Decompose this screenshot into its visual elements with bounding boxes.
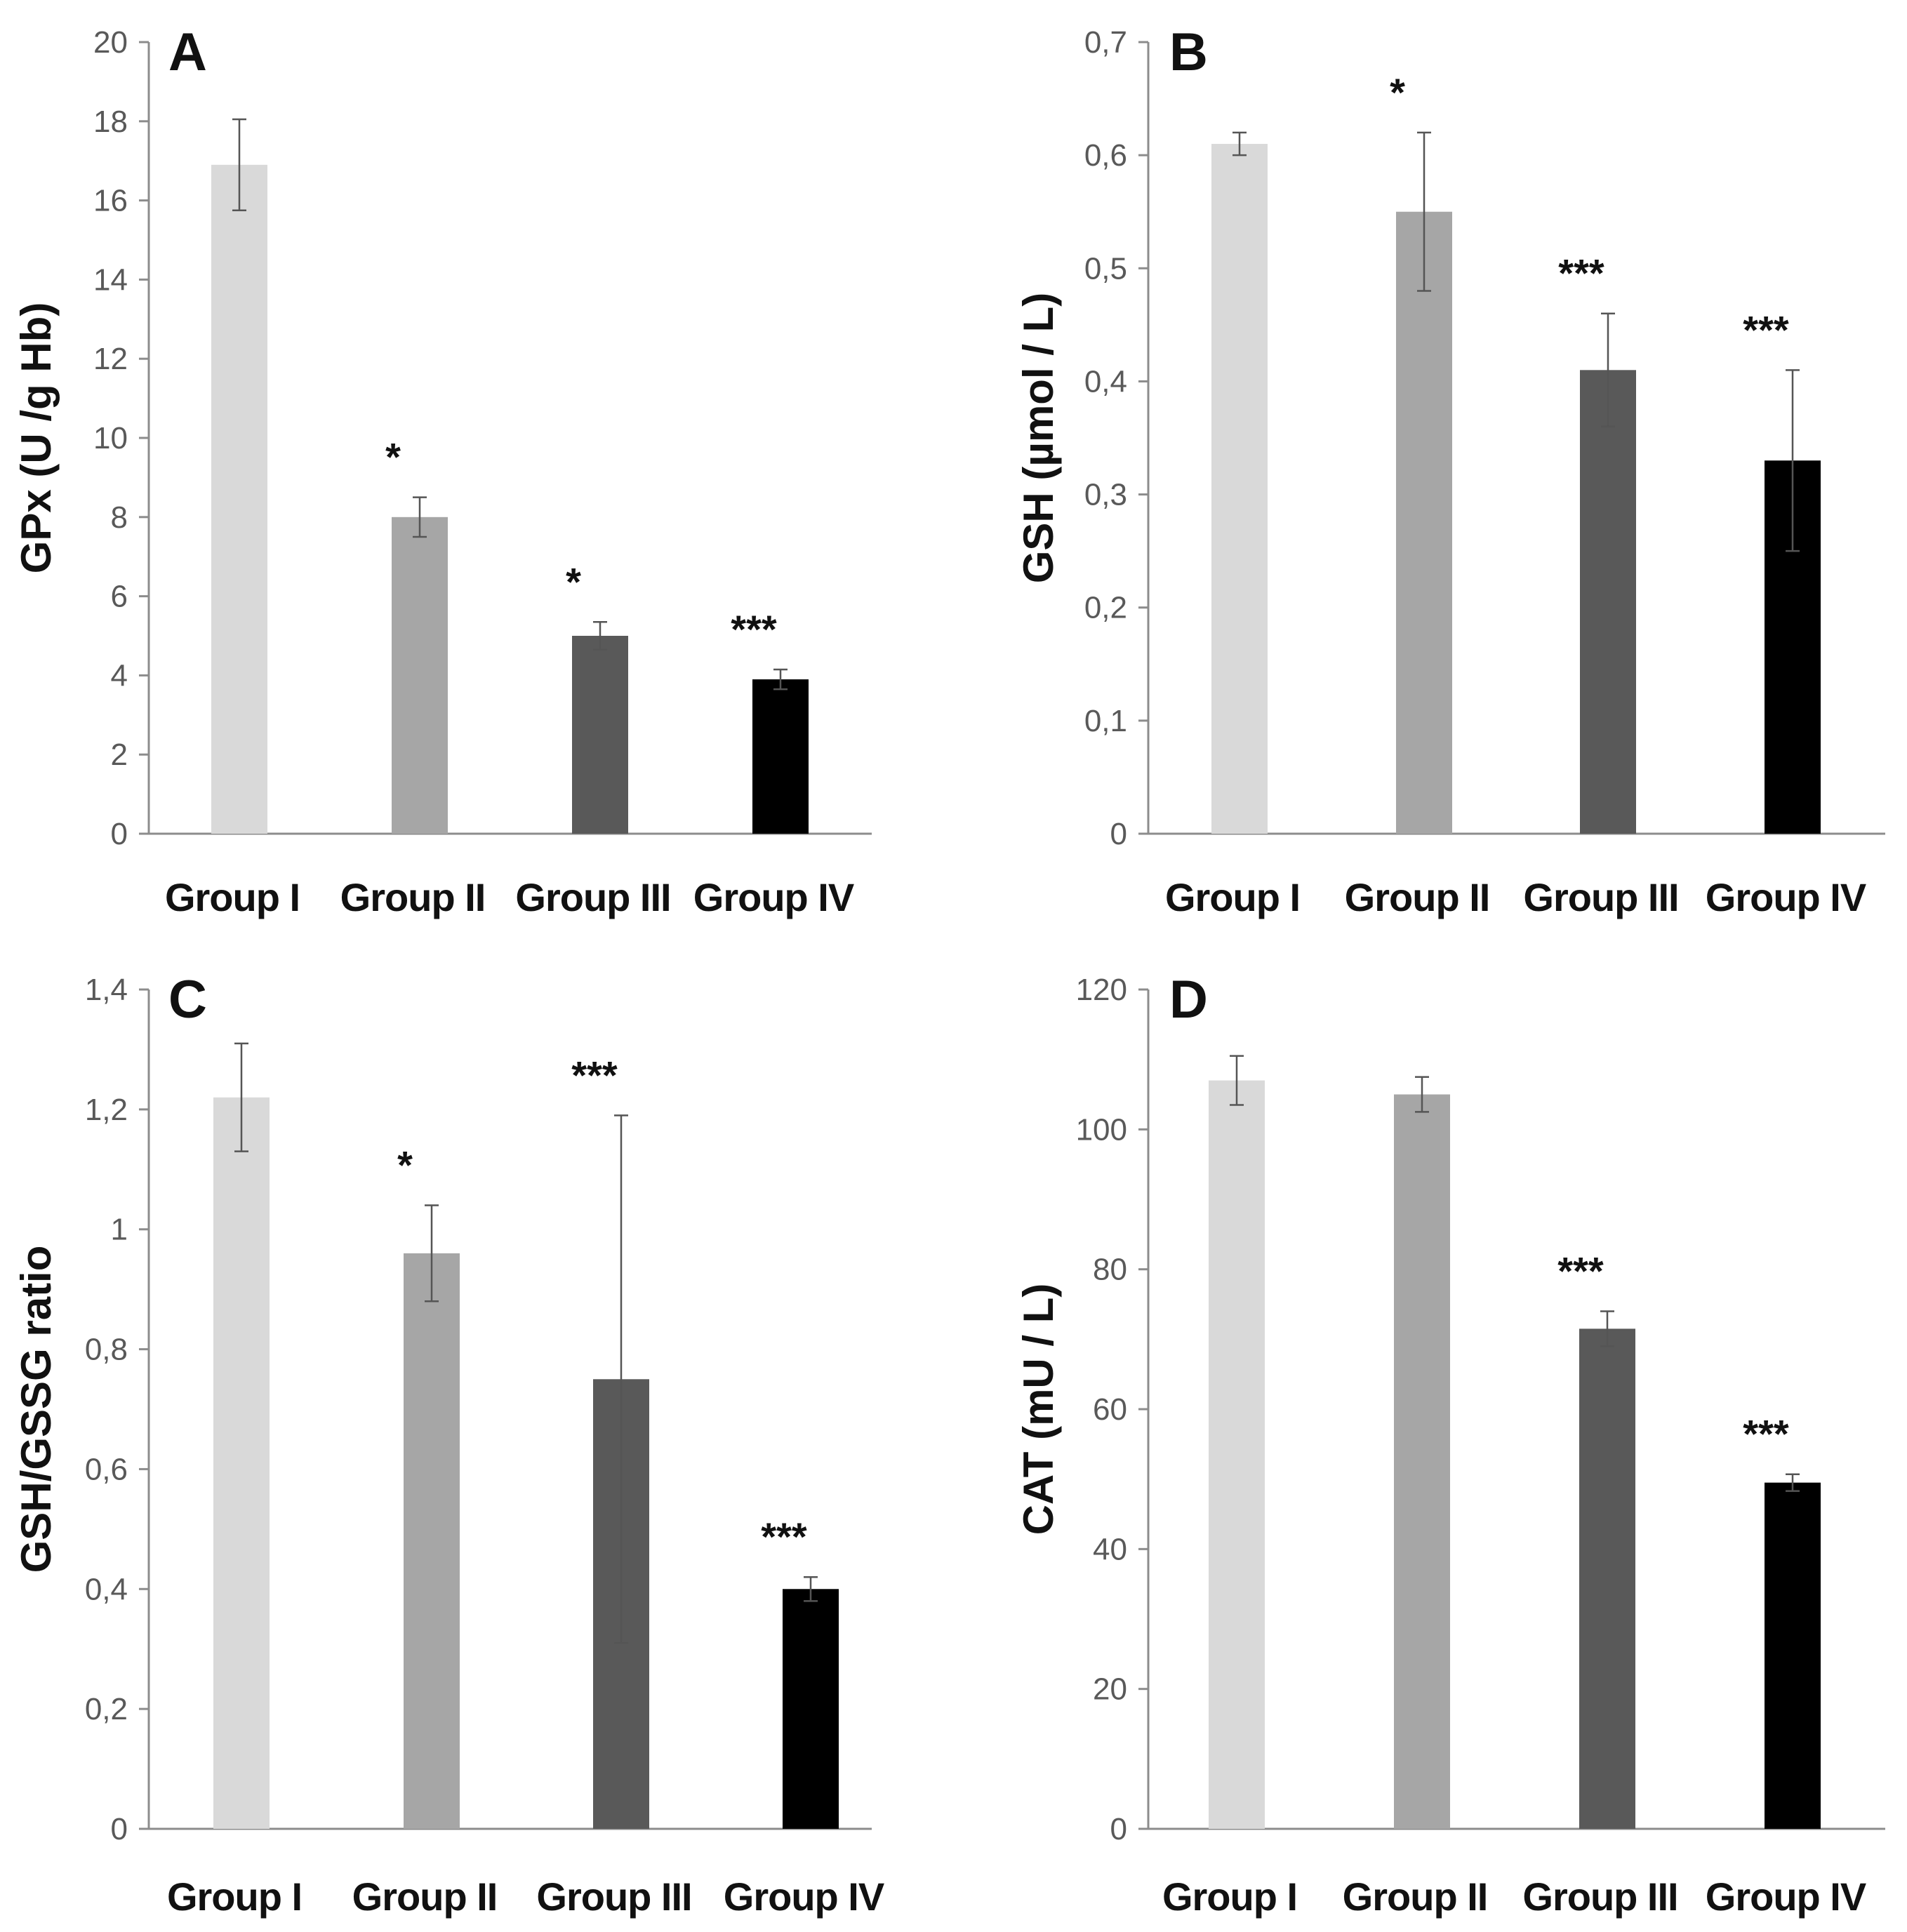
y-tick-label: 1,4	[85, 973, 128, 1007]
y-tick-label: 20	[1093, 1672, 1127, 1707]
bar	[1209, 1080, 1265, 1829]
significance-mark: ***	[1743, 1412, 1789, 1456]
x-tick-label: Group III	[1523, 875, 1678, 919]
y-tick-label: 1	[111, 1213, 128, 1247]
x-tick-label: Group III	[536, 1874, 691, 1919]
y-tick-label: 0	[111, 817, 128, 851]
y-tick-label: 1,2	[85, 1093, 128, 1127]
bar	[1394, 1094, 1450, 1829]
y-tick-label: 80	[1093, 1253, 1127, 1287]
x-tick-label: Group II	[340, 875, 486, 919]
x-tick-label: Group IV	[724, 1874, 884, 1919]
y-tick-label: 0,8	[85, 1333, 128, 1367]
y-tick-label: 0,2	[85, 1692, 128, 1726]
x-tick-label: Group I	[167, 1874, 302, 1919]
panel-letter: A	[168, 22, 207, 82]
y-tick-label: 0,2	[1084, 591, 1127, 625]
y-tick-label: 120	[1076, 973, 1127, 1007]
y-tick-label: 100	[1076, 1112, 1127, 1147]
significance-mark: ***	[1557, 1248, 1604, 1293]
significance-mark: *	[385, 435, 401, 479]
bar	[572, 636, 628, 834]
bar	[404, 1253, 460, 1829]
significance-mark: ***	[761, 1514, 807, 1559]
y-tick-label: 0,3	[1084, 478, 1127, 512]
y-tick-label: 0	[1110, 1812, 1127, 1846]
x-tick-label: Group III	[1522, 1874, 1677, 1919]
y-tick-label: 14	[93, 262, 128, 297]
y-tick-label: 8	[111, 500, 128, 535]
bar	[752, 679, 809, 834]
significance-mark: *	[1390, 70, 1405, 114]
x-tick-label: Group I	[1162, 1874, 1297, 1919]
x-tick-label: Group I	[165, 875, 300, 919]
y-tick-label: 18	[93, 105, 128, 139]
bar	[1579, 1328, 1635, 1829]
bar	[392, 517, 448, 834]
bar	[1211, 144, 1268, 834]
bar	[1765, 1482, 1821, 1829]
panel-b-gsh-chart: 0 0,1 0,2 0,3 0,4 0,5 0,6 0,7 Group I * Group II **…	[1015, 22, 1885, 919]
bar	[783, 1589, 839, 1829]
y-tick-label: 0	[111, 1812, 128, 1846]
panel-a-gpx-chart: 0 2 4 6 8 10 12 14 16 18 20 Group I * Group II * Group …	[13, 22, 872, 919]
x-tick-label: Group I	[1165, 875, 1300, 919]
y-axis-title: GSH/GSSG ratio	[13, 1246, 60, 1573]
y-tick-label: 6	[111, 580, 128, 614]
y-tick-label: 0,4	[85, 1572, 128, 1606]
y-tick-label: 20	[93, 25, 128, 60]
significance-mark: ***	[1743, 307, 1789, 352]
y-axis-title: GPx (U /g Hb)	[13, 302, 60, 574]
significance-mark: *	[397, 1143, 413, 1187]
y-tick-label: 0	[1110, 817, 1127, 851]
bar	[211, 164, 267, 834]
panel-letter: C	[168, 970, 207, 1030]
y-tick-label: 0,6	[1084, 138, 1127, 173]
y-tick-label: 60	[1093, 1392, 1127, 1427]
y-tick-label: 0,4	[1084, 364, 1127, 399]
x-tick-label: Group III	[515, 875, 670, 919]
y-tick-label: 0,7	[1084, 25, 1127, 60]
bar	[1396, 211, 1452, 834]
significance-mark: ***	[1558, 251, 1604, 295]
panel-letter: B	[1169, 22, 1208, 82]
y-tick-label: 0,5	[1084, 251, 1127, 286]
y-tick-label: 2	[111, 738, 128, 772]
panel-c-ratio-chart: 0 0,2 0,4 0,6 0,8 1 1,2 1,4 Group I * Group II *** G…	[13, 970, 885, 1919]
x-tick-label: Group II	[1345, 875, 1490, 919]
x-tick-label: Group IV	[1706, 1874, 1866, 1919]
bar	[213, 1097, 270, 1829]
y-axis-title: GSH (µmol / L)	[1015, 293, 1062, 584]
y-tick-label: 12	[93, 342, 128, 376]
x-tick-label: Group II	[352, 1874, 498, 1919]
significance-mark: ***	[731, 607, 777, 651]
significance-mark: ***	[571, 1053, 618, 1097]
x-tick-label: Group II	[1343, 1874, 1488, 1919]
significance-mark: *	[566, 559, 581, 604]
panel-letter: D	[1169, 970, 1208, 1030]
y-tick-label: 10	[93, 421, 128, 455]
y-axis-title: CAT (mU / L)	[1015, 1284, 1062, 1535]
bar	[1580, 370, 1636, 834]
y-tick-label: 40	[1093, 1532, 1127, 1566]
y-tick-label: 4	[111, 658, 128, 693]
x-tick-label: Group IV	[693, 875, 854, 919]
panel-d-cat-chart: 0 20 40 60 80 100 120 Group I Group II *** Group I…	[1015, 970, 1885, 1919]
y-tick-label: 16	[93, 184, 128, 218]
y-tick-label: 0,1	[1084, 704, 1127, 738]
x-tick-label: Group IV	[1706, 875, 1866, 919]
y-tick-label: 0,6	[85, 1452, 128, 1486]
